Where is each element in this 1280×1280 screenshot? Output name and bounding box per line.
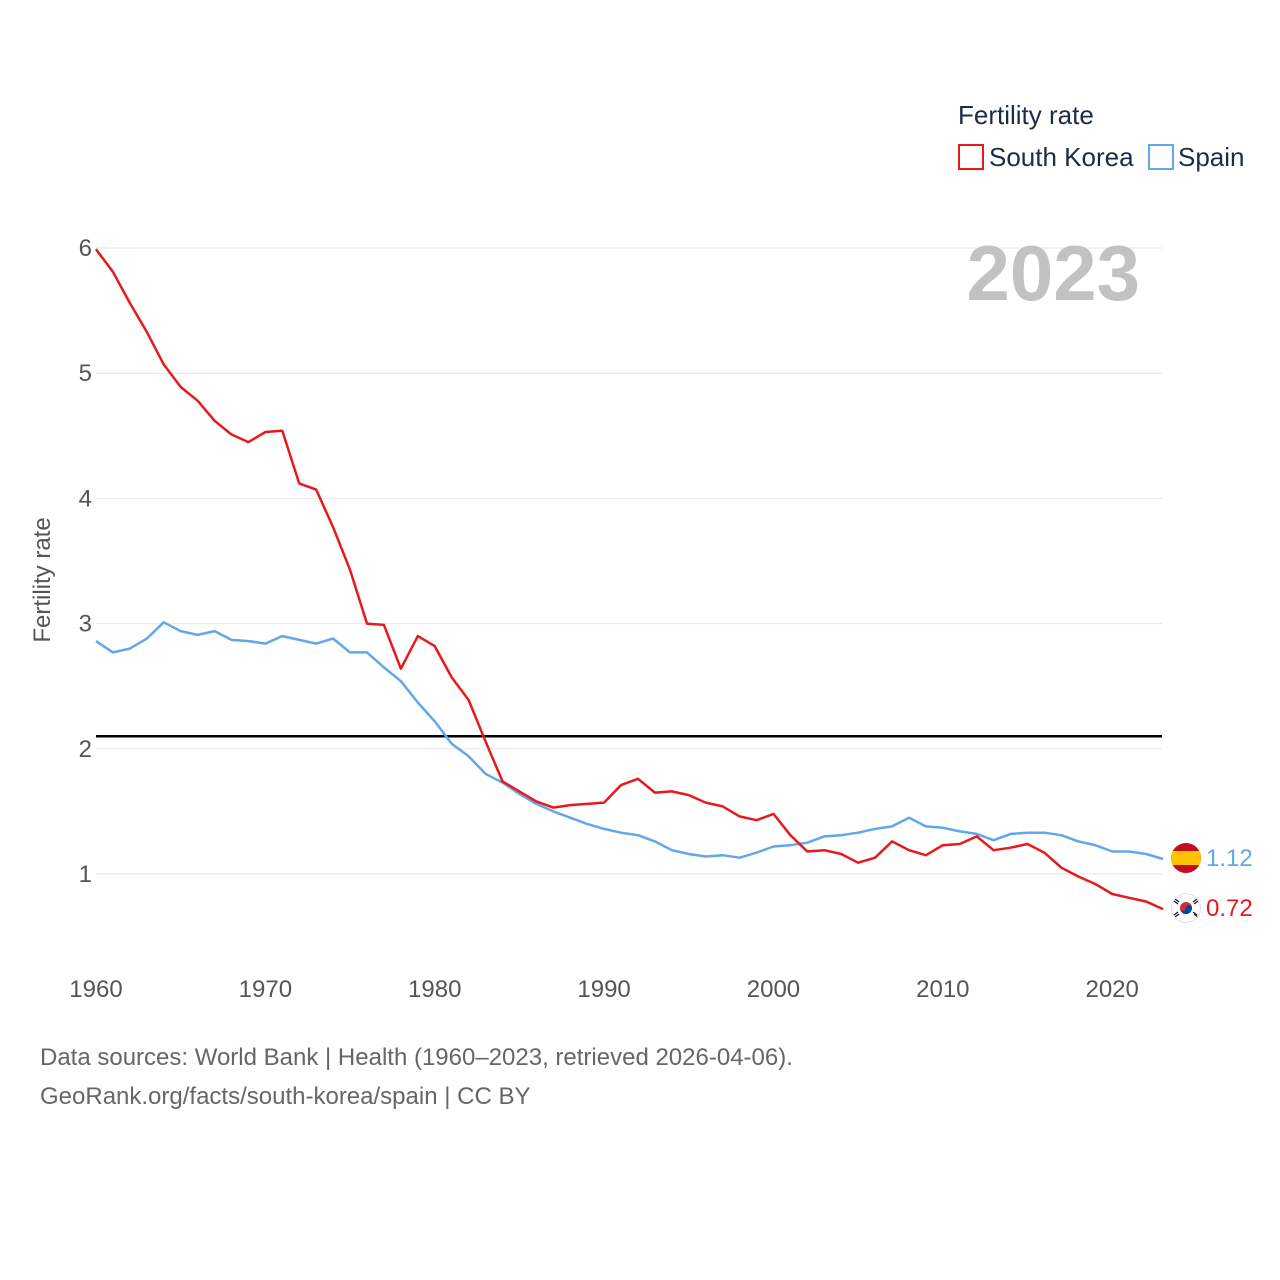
- y-tick-label: 1: [79, 861, 92, 888]
- legend-item-south-korea[interactable]: South Korea: [958, 142, 1134, 172]
- legend-title: Fertility rate: [958, 100, 1094, 130]
- series-lines: [95, 248, 1164, 911]
- south-korea-flag-icon: [1171, 893, 1201, 923]
- y-tick-label: 4: [79, 485, 92, 512]
- south-korea-end-value: 0.72: [1206, 895, 1253, 922]
- footer-sources: Data sources: World Bank | Health (1960–…: [40, 1044, 793, 1071]
- x-tick-label: 2020: [1085, 976, 1138, 1003]
- y-tick-label: 3: [79, 611, 92, 638]
- legend-item-spain[interactable]: Spain: [1148, 142, 1245, 172]
- series-line-spain: [95, 621, 1164, 861]
- fertility-chart: 1 2 3 4 5 6 1960 1970 1980 1990 2000 2010 2020 Fert…: [29, 100, 1253, 1003]
- x-axis-ticks: 1960 1970 1980 1990 2000 2010 2020: [69, 976, 1139, 1003]
- year-label: 2023: [966, 229, 1140, 317]
- x-tick-label: 1960: [69, 976, 122, 1003]
- x-tick-label: 1980: [408, 976, 461, 1003]
- spain-end-value: 1.12: [1206, 845, 1253, 872]
- y-axis-ticks: 1 2 3 4 5 6: [79, 235, 92, 888]
- y-tick-label: 5: [79, 360, 92, 387]
- legend-label-south-korea: South Korea: [989, 142, 1134, 172]
- y-tick-label: 2: [79, 736, 92, 763]
- legend-swatch-spain: [1148, 144, 1174, 170]
- footer-link[interactable]: GeoRank.org/facts/south-korea/spain | CC…: [40, 1083, 531, 1110]
- x-tick-label: 2010: [916, 976, 969, 1003]
- spain-flag-icon: [1171, 843, 1201, 873]
- x-tick-label: 1990: [577, 976, 630, 1003]
- x-tick-label: 2000: [747, 976, 800, 1003]
- legend-swatch-south-korea: [958, 144, 984, 170]
- y-tick-label: 6: [79, 235, 92, 262]
- legend-label-spain: Spain: [1178, 142, 1245, 172]
- spain-end-marker: 1.12: [1171, 843, 1253, 873]
- y-axis-label: Fertility rate: [29, 517, 56, 642]
- series-line-south-korea: [95, 248, 1164, 911]
- x-tick-label: 1970: [239, 976, 292, 1003]
- gridlines: [96, 247, 1162, 875]
- south-korea-end-marker: 0.72: [1171, 893, 1253, 923]
- legend[interactable]: Fertility rate South Korea Spain: [958, 100, 1245, 172]
